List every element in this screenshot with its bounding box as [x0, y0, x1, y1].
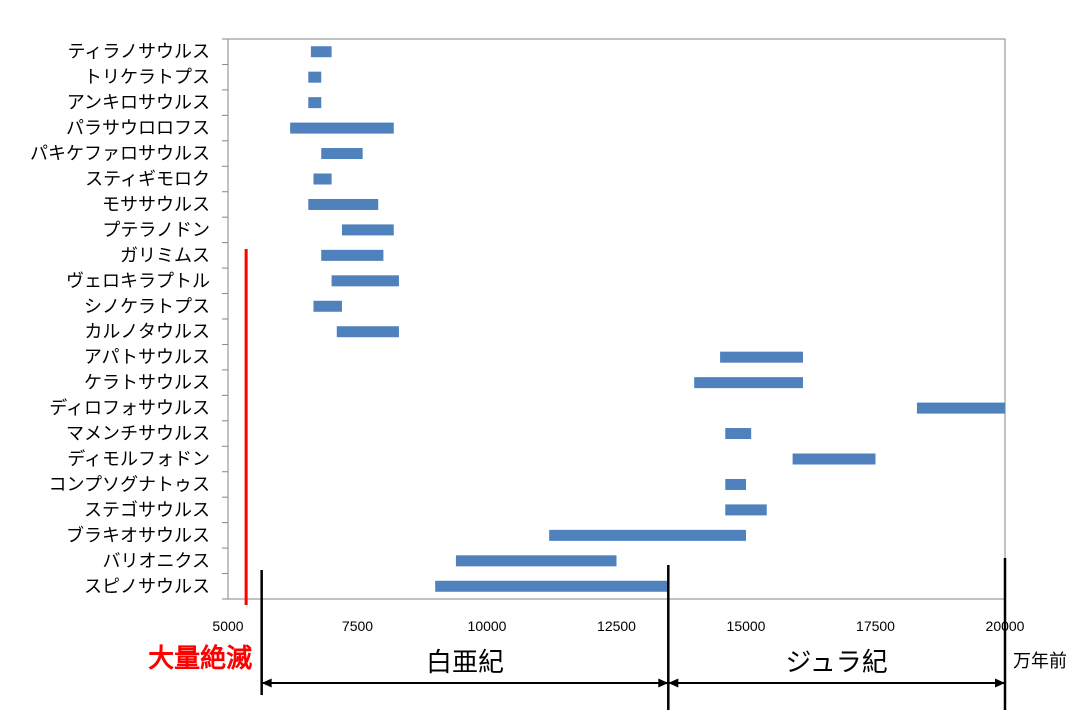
x-tick-label: 15000: [727, 618, 766, 634]
category-label: パキケファロサウルス: [30, 144, 210, 165]
bar: [310, 46, 332, 58]
bar: [455, 555, 617, 567]
bar: [341, 224, 394, 236]
bar: [308, 198, 379, 210]
bar: [331, 275, 399, 287]
extinction-label: 大量絶滅: [148, 643, 252, 674]
category-label: スティギモロク: [85, 169, 210, 190]
bar: [720, 351, 803, 363]
bar: [725, 504, 767, 516]
bar: [321, 148, 363, 160]
x-tick-label: 17500: [856, 618, 895, 634]
bar: [336, 326, 399, 338]
category-label: パラサウロロフス: [66, 118, 210, 139]
x-tick-label: 7500: [342, 618, 373, 634]
bar: [435, 580, 669, 592]
bar: [916, 402, 1005, 414]
arrowhead: [261, 678, 272, 688]
bar-group: [290, 46, 1005, 592]
bar: [549, 529, 746, 541]
category-label: シノケラトプス: [84, 296, 210, 317]
bar: [321, 249, 384, 261]
bar: [308, 71, 322, 83]
category-label: プテラノドン: [102, 220, 210, 241]
bar: [313, 300, 342, 312]
bar: [290, 122, 394, 134]
category-label: ディロフォサウルス: [49, 398, 210, 419]
arrowheads: [261, 678, 1005, 688]
arrowhead: [658, 678, 669, 688]
category-label: ステゴサウルス: [84, 500, 210, 521]
category-label: コンプソグナトゥス: [49, 474, 210, 495]
category-label: トリケラトプス: [84, 67, 210, 88]
category-label: モササウルス: [102, 194, 210, 215]
category-label: ヴェロキラプトル: [66, 271, 210, 292]
bar: [313, 173, 332, 185]
bar: [725, 478, 746, 490]
annotations: 大量絶滅 白亜紀 ジュラ紀 万年前: [148, 249, 1067, 710]
category-axis: ティラノサウルストリケラトプスアンキロサウルスパラサウロロフスパキケファロサウル…: [30, 38, 228, 600]
category-label: アパトサウルス: [84, 347, 210, 368]
category-label: アンキロサウルス: [67, 93, 210, 114]
category-label: ディモルフォドン: [67, 449, 210, 470]
category-label: カルノタウルス: [84, 322, 210, 343]
cretaceous-label: 白亜紀: [426, 648, 504, 678]
x-tick-label: 5000: [212, 618, 243, 634]
category-label: ブラキオサウルス: [66, 524, 210, 546]
category-label: ティラノサウルス: [67, 42, 210, 63]
category-label: マメンチサウルス: [66, 424, 210, 445]
arrowhead: [668, 678, 679, 688]
jurassic-label: ジュラ紀: [786, 648, 888, 678]
bar: [694, 377, 803, 389]
category-label: ケラトサウルス: [84, 373, 210, 394]
x-tick-label: 12500: [597, 618, 636, 634]
bar: [308, 97, 322, 109]
x-tick-label: 10000: [468, 618, 507, 634]
category-label: スピノサウルス: [84, 576, 210, 597]
category-label: バリオニクス: [103, 551, 210, 572]
value-axis: 500075001000012500150001750020000: [212, 618, 1024, 634]
arrowhead: [995, 678, 1005, 688]
bar: [792, 453, 876, 465]
category-label: ガリミムス: [120, 245, 210, 266]
x-axis-unit-label: 万年前: [1013, 651, 1067, 672]
bar: [725, 428, 752, 440]
